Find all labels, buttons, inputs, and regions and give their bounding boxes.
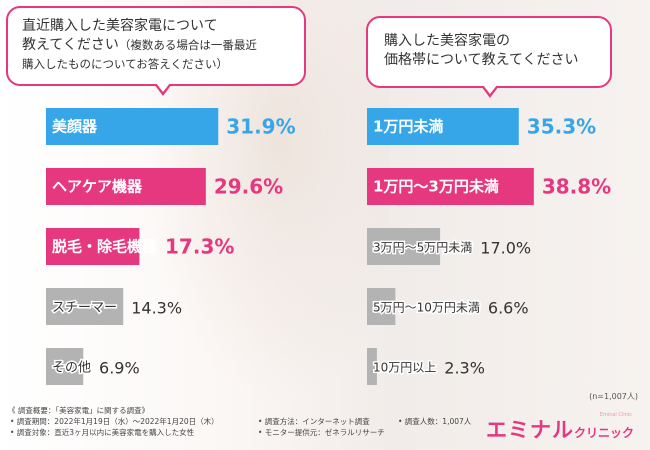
bar-category-label: スチーマー [52, 301, 117, 316]
bar-category-label: 美顔器 [52, 118, 98, 136]
question-right-line2: 価格帯について教えてください [384, 52, 579, 68]
question-left-text: 直近購入した美容家電について 教えてください（複数ある場合は一番最近 購入したも… [22, 17, 294, 74]
question-left-line2b: （複数ある場合は一番最近 [118, 38, 257, 52]
bar-value-label: 29.6% [214, 175, 283, 199]
clinic-logo: Eminal Clinic エミナルクリニック [485, 412, 634, 444]
footer-overview: 《 調査概要：「美容家電」に関する調査》 [8, 406, 150, 415]
bar [46, 108, 219, 145]
bar-category-label: 脱毛・除毛機器 [52, 238, 158, 256]
bar-category-label: 3万円〜5万円未満 [373, 241, 472, 255]
bar-value-label: 14.3% [131, 299, 182, 318]
bar-value-label: 31.9% [226, 115, 295, 139]
footer-count: • 調査人数：1,007人 [398, 417, 472, 426]
logo-tiny-text: Eminal Clinic [599, 412, 632, 418]
question-right-line1: 購入した美容家電の [384, 33, 510, 49]
footer-target: • 調査対象：直近3ヶ月以内に美容家電を購入した女性 [10, 428, 195, 437]
bar-category-label: 5万円〜10万円未満 [373, 301, 480, 315]
bar-category-label: 1万円〜3万円未満 [373, 178, 499, 196]
bar [367, 108, 519, 145]
bar-category-label: その他 [52, 361, 91, 376]
bar-category-label: 10万円以上 [373, 361, 436, 375]
bar [367, 168, 534, 205]
bar [367, 348, 377, 385]
bubble-tail-inner [483, 85, 497, 94]
bar-category-label: 1万円未満 [373, 118, 443, 136]
question-right-text: 購入した美容家電の 価格帯について教えてください [384, 32, 600, 70]
bar-value-label: 17.3% [165, 235, 234, 259]
logo-sub-text: クリニック [573, 426, 634, 440]
bar [46, 348, 84, 385]
question-bubble-right: 購入した美容家電の 価格帯について教えてください [366, 16, 612, 98]
footer-period: • 調査期間：2022年1月19日（水）～2022年1月20日（木） [10, 417, 219, 426]
question-left-line3: 購入したものについてお答えください） [22, 57, 228, 71]
bar-value-label: 38.8% [542, 175, 611, 199]
question-bubble-left: 直近購入した美容家電について 教えてください（複数ある場合は一番最近 購入したも… [6, 6, 306, 96]
bar [367, 228, 441, 265]
bar [46, 228, 140, 265]
bar [46, 168, 206, 205]
bubble-tail-inner [156, 83, 170, 92]
bar [46, 288, 124, 325]
bar-value-label: 17.0% [480, 239, 531, 258]
bar-category-label: ヘアケア機器 [52, 178, 143, 196]
bar-value-label: 6.9% [99, 359, 140, 378]
bar-value-label: 6.6% [488, 299, 529, 318]
question-left-line2a: 教えてください [22, 37, 119, 53]
question-left-line1: 直近購入した美容家電について [22, 18, 218, 34]
logo-main-text: エミナル [485, 418, 574, 442]
footer-method: • 調査方法：インターネット調査 [258, 417, 370, 426]
bar-value-label: 35.3% [527, 115, 596, 139]
sample-size-note: (n=1,007人) [589, 392, 638, 401]
bar-value-label: 2.3% [444, 359, 485, 378]
bar [367, 288, 396, 325]
footer-provider: • モニター提供元：ゼネラルリサーチ [258, 428, 385, 437]
